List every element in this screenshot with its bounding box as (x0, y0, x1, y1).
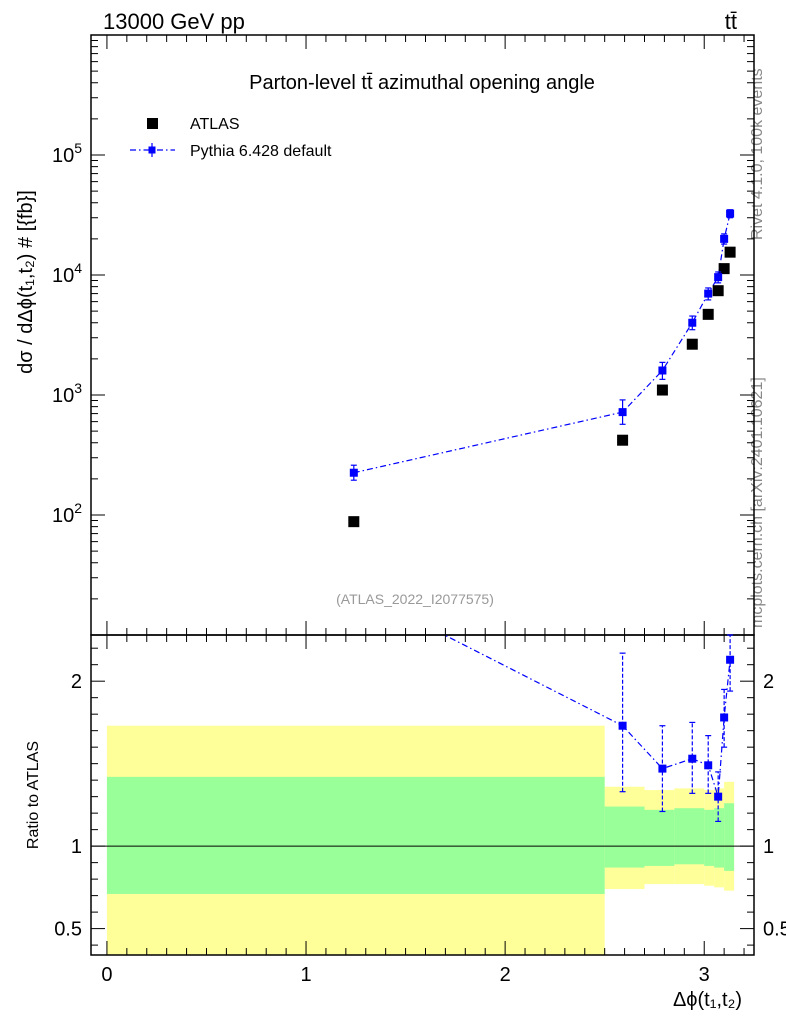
legend-atlas-label: ATLAS (190, 116, 240, 133)
ratio-pythia-point (726, 655, 735, 664)
ratio-y-tick-label-right: 1 (763, 836, 774, 858)
atlas-point (348, 516, 360, 528)
legend-atlas-marker (147, 118, 158, 129)
main-y-tick-exponent: 2 (74, 500, 82, 516)
legend-pythia-label: Pythia 6.428 default (190, 143, 332, 160)
main-y-tick-base: 10 (52, 265, 74, 287)
ratio-pythia-point (714, 792, 723, 801)
atlas-point (702, 308, 714, 320)
ratio-frame (90, 634, 755, 956)
ratio-pythia-point (658, 764, 667, 773)
watermark-label: (ATLAS_2022_I2077575) (336, 591, 494, 607)
main-y-tick-exponent: 3 (74, 380, 82, 396)
atlas-point (724, 246, 736, 258)
ratio-y-tick-label-right: 2 (763, 671, 774, 693)
main-y-axis-label: dσ / dΔϕ(t₁,t₂) # [{fb}] (15, 190, 37, 374)
legend-pythia-marker (148, 146, 156, 154)
atlas-point (686, 338, 698, 350)
ratio-x-tick-label: 3 (699, 964, 710, 986)
main-y-tick-base: 10 (52, 505, 74, 527)
ratio-pythia-point (688, 754, 697, 763)
ratio-y-axis-label: Ratio to ATLAS (25, 741, 42, 849)
atlas-point (712, 285, 724, 297)
uncertainty-band-1-bin-0 (106, 776, 605, 894)
uncertainty-band-1-bin-6 (724, 803, 735, 871)
atlas-point (617, 434, 629, 446)
uncertainty-band-1-bin-2 (644, 809, 675, 866)
ratio-pythia-point (618, 721, 627, 730)
main-y-tick-exponent: 4 (74, 260, 82, 276)
ratio-x-tick-label: 1 (300, 964, 311, 986)
ratio-panel: Ratio to ATLAS Δϕ(t₁,t₂) 0 1 2 3 0.5 0.5 1 1 2 2 (25, 634, 786, 1011)
uncertainty-band-1-bin-3 (674, 808, 705, 865)
ratio-y-tick-label-left: 1 (71, 836, 82, 858)
main-y-tick-label: 105 (52, 140, 82, 167)
ratio-y-tick-label-left: 0.5 (54, 919, 82, 941)
main-title: Parton-level tt̄ azimuthal opening angle (249, 72, 595, 94)
atlas-point (718, 263, 730, 275)
pythia-point (726, 209, 735, 218)
mcplots-label: mcplots.cern.ch [arXiv:2401.10621] (749, 377, 766, 628)
energy-label: 13000 GeV pp (103, 9, 245, 34)
ratio-x-axis-label: Δϕ(t₁,t₂) (673, 989, 742, 1011)
pythia-point (618, 408, 627, 417)
pythia-point (720, 234, 729, 243)
main-y-tick-exponent: 5 (74, 140, 82, 156)
uncertainty-band-1-bin-5 (714, 808, 725, 868)
rivet-version-label: Rivet 4.1.0, 100k events (749, 68, 766, 240)
legend: ATLAS Pythia 6.428 default (130, 116, 332, 160)
pythia-point (714, 273, 723, 282)
pythia-point (704, 289, 713, 298)
ratio-pythia-point (720, 713, 729, 722)
atlas-point (656, 384, 668, 396)
ratio-x-tick-label: 0 (101, 964, 112, 986)
main-panel: Parton-level tt̄ azimuthal opening angle… (15, 34, 755, 636)
main-y-tick-base: 10 (52, 145, 74, 167)
pythia-point (349, 468, 358, 477)
uncertainty-band-1-bin-1 (604, 806, 645, 868)
main-y-tick-label: 103 (52, 380, 82, 407)
pythia-point (688, 318, 697, 327)
pythia-point (658, 366, 667, 375)
uncertainty-band-1-bin-4 (704, 809, 715, 866)
ratio-pythia-line (443, 635, 731, 797)
ratio-y-tick-label-right: 0.5 (763, 919, 786, 941)
process-label: tt̄ (725, 9, 737, 34)
pythia-line (353, 213, 731, 474)
main-y-tick-label: 104 (52, 260, 82, 287)
ratio-pythia-point (704, 761, 713, 770)
ratio-x-tick-label: 2 (500, 964, 511, 986)
main-y-tick-label: 102 (52, 500, 82, 527)
ratio-y-tick-label-left: 2 (71, 671, 82, 693)
main-y-tick-base: 10 (52, 385, 74, 407)
